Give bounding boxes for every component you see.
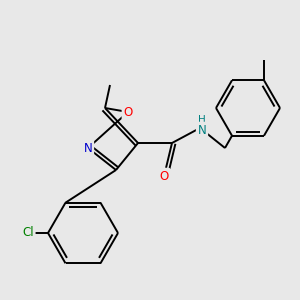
Text: Cl: Cl	[22, 226, 34, 239]
Text: H: H	[198, 115, 206, 125]
Text: O: O	[159, 169, 169, 182]
Text: O: O	[123, 106, 133, 118]
Text: N: N	[198, 124, 206, 136]
Text: N: N	[84, 142, 92, 154]
